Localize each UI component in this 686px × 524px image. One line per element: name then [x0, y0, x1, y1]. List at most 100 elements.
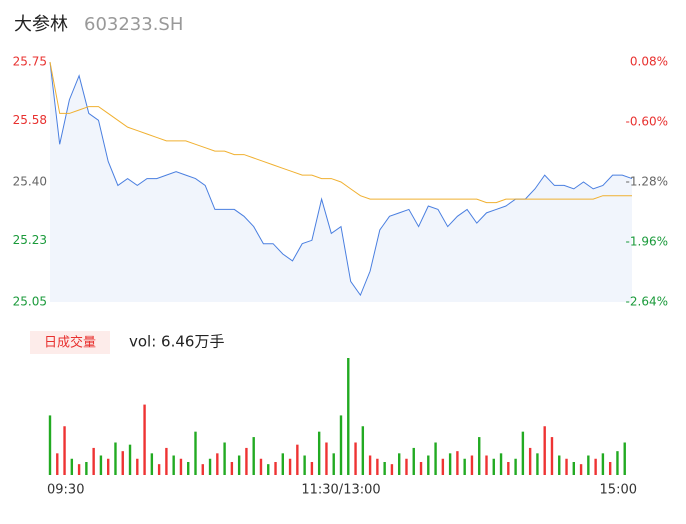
volume-bar	[550, 437, 554, 475]
volume-bar	[92, 447, 95, 475]
volume-bar	[179, 458, 183, 475]
volume-bar	[492, 458, 495, 475]
volume-bar	[579, 464, 583, 475]
x-tick-label: 09:30	[47, 483, 84, 498]
y2-tick-label: -2.64%	[626, 295, 668, 309]
volume-bar	[419, 462, 423, 475]
volume-bar	[150, 453, 154, 475]
volume-bar	[594, 458, 597, 475]
volume-bar	[405, 458, 408, 475]
volume-bar	[623, 442, 626, 475]
y-tick-label: 25.58	[13, 113, 47, 127]
y2-tick-label: 0.08%	[630, 55, 668, 69]
volume-bar	[463, 458, 466, 475]
volume-bar	[237, 455, 241, 475]
volume-bar	[376, 458, 379, 475]
volume-bar	[107, 458, 110, 475]
volume-bar	[48, 415, 52, 475]
volume-bar	[354, 442, 357, 475]
volume-bar	[99, 455, 103, 475]
price-area	[50, 62, 632, 302]
volume-bar	[427, 455, 430, 475]
volume-bar	[536, 453, 539, 475]
volume-bar	[281, 453, 284, 475]
volume-bar	[608, 462, 612, 475]
volume-bar	[245, 447, 248, 475]
volume-bar	[332, 453, 335, 475]
volume-bar	[325, 442, 328, 475]
volume-bar	[572, 462, 575, 475]
volume-bar	[390, 464, 394, 475]
volume-bar	[317, 431, 321, 475]
volume-bar	[558, 455, 561, 475]
volume-bar	[383, 462, 386, 475]
x-tick-label: 11:30/13:00	[301, 483, 380, 498]
volume-bar	[310, 462, 314, 475]
price-line	[49, 61, 633, 297]
volume-bar	[85, 462, 88, 475]
volume-bar	[448, 453, 452, 475]
volume-bar	[165, 447, 168, 475]
volume-bar	[528, 447, 532, 475]
volume-bar	[223, 442, 226, 475]
volume-bar	[303, 455, 306, 475]
volume-bar	[259, 458, 263, 475]
volume-bar	[63, 426, 66, 475]
volume-bar	[114, 442, 117, 475]
volume-bar	[412, 447, 415, 475]
y-tick-label: 25.05	[13, 295, 47, 309]
volume-bar	[347, 358, 350, 475]
volume-total: vol: 6.46万手	[129, 333, 224, 351]
y-tick-label: 25.75	[13, 55, 47, 69]
stock-code: 603233.SH	[84, 14, 183, 35]
volume-bar	[470, 455, 474, 475]
volume-bar	[128, 444, 132, 475]
y2-tick-label: -1.96%	[626, 235, 668, 249]
volume-bar	[136, 458, 139, 475]
volume-bar	[274, 462, 277, 475]
volume-bar	[187, 462, 190, 475]
volume-bar	[601, 453, 605, 475]
volume-bar	[514, 458, 517, 475]
volume-bar	[121, 451, 124, 475]
y2-tick-label: -1.28%	[626, 175, 668, 189]
volume-bar	[434, 442, 437, 475]
volume-bar	[194, 431, 197, 475]
volume-bar	[157, 464, 161, 475]
volume-bar	[485, 455, 488, 475]
volume-badge	[30, 331, 110, 354]
average-line	[49, 61, 632, 204]
volume-bar	[288, 458, 292, 475]
volume-bar	[616, 451, 619, 475]
volume-bar	[143, 404, 146, 475]
volume-bar	[267, 464, 270, 475]
volume-bar	[456, 451, 459, 475]
volume-bar	[77, 464, 81, 475]
volume-bar	[230, 462, 234, 475]
volume-bar	[398, 453, 401, 475]
volume-bar	[499, 453, 503, 475]
volume-bar	[478, 437, 481, 475]
x-tick-label: 15:00	[600, 483, 637, 498]
volume-bar	[216, 453, 219, 475]
y-tick-label: 25.23	[13, 233, 47, 247]
volume-badge-label: 日成交量	[44, 335, 96, 351]
y2-tick-label: -0.60%	[626, 115, 668, 129]
volume-bar	[521, 431, 525, 475]
volume-bar	[339, 415, 343, 475]
volume-bar	[507, 462, 510, 475]
volume-bar	[565, 458, 568, 475]
stock-name: 大参林	[14, 14, 68, 35]
volume-bar	[201, 464, 204, 475]
volume-bar	[587, 455, 590, 475]
volume-bar	[70, 458, 74, 475]
volume-bar	[441, 458, 445, 475]
volume-bar	[543, 426, 546, 475]
y-tick-label: 25.40	[13, 175, 47, 189]
volume-bar	[172, 455, 175, 475]
volume-bar	[361, 426, 365, 475]
volume-bar	[56, 453, 59, 475]
volume-bar	[252, 437, 255, 475]
